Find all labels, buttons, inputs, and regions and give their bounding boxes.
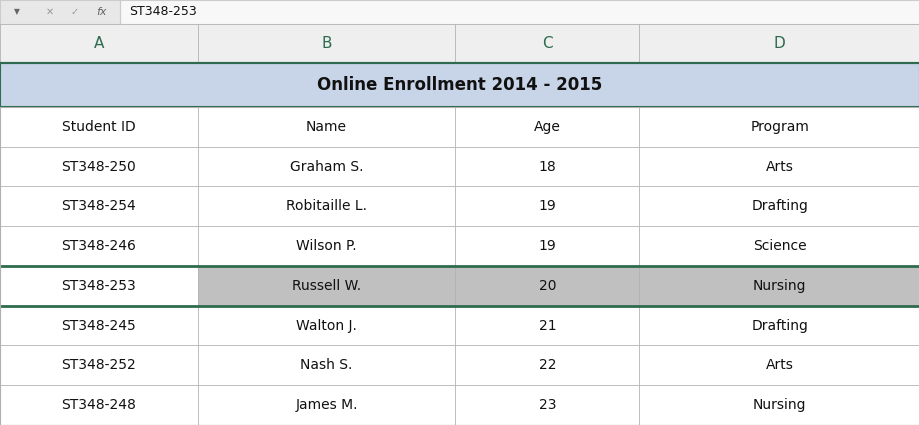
Text: Robitaille L.: Robitaille L. (286, 199, 367, 213)
Text: Student ID: Student ID (62, 120, 136, 134)
Bar (0, 107, 919, 425)
Text: B: B (321, 36, 332, 51)
Bar (455, 226, 639, 266)
Text: Russell W.: Russell W. (291, 279, 361, 293)
Bar (639, 306, 919, 346)
Text: Arts: Arts (765, 358, 793, 372)
Text: C: C (541, 36, 552, 51)
Text: ✓: ✓ (71, 7, 79, 17)
Bar (198, 107, 455, 147)
Bar (198, 226, 455, 266)
Bar (0, 306, 198, 346)
Bar (455, 147, 639, 187)
Text: Drafting: Drafting (751, 199, 807, 213)
Bar (0, 24, 198, 62)
Bar (639, 226, 919, 266)
Bar (0, 266, 198, 306)
Text: 18: 18 (538, 159, 556, 173)
Text: ST348-254: ST348-254 (62, 199, 136, 213)
Bar (198, 187, 455, 226)
Text: ✕: ✕ (46, 7, 54, 17)
Bar (455, 346, 639, 385)
Bar (639, 385, 919, 425)
Text: Drafting: Drafting (751, 319, 807, 333)
Text: ST348-250: ST348-250 (62, 159, 136, 173)
Text: Name: Name (306, 120, 346, 134)
Bar (0, 226, 198, 266)
Bar (455, 385, 639, 425)
Text: ST348-253: ST348-253 (62, 279, 136, 293)
Text: 22: 22 (538, 358, 556, 372)
Bar (639, 107, 919, 147)
Bar (0, 107, 919, 147)
Text: fx: fx (96, 7, 107, 17)
Text: 19: 19 (538, 239, 556, 253)
Bar (0, 385, 198, 425)
Text: Age: Age (533, 120, 561, 134)
Text: James M.: James M. (295, 398, 357, 412)
Bar (639, 187, 919, 226)
Bar (0, 346, 198, 385)
Bar (0, 147, 198, 187)
Text: ST348-246: ST348-246 (62, 239, 136, 253)
Bar (639, 24, 919, 62)
Text: 21: 21 (538, 319, 556, 333)
Bar (0, 24, 919, 62)
Bar (198, 24, 455, 62)
Bar (198, 147, 455, 187)
Bar (0, 0, 919, 24)
Text: D: D (773, 36, 785, 51)
Text: Nash S.: Nash S. (301, 358, 352, 372)
Bar (455, 306, 639, 346)
Bar (0, 187, 198, 226)
Text: Online Enrollment 2014 - 2015: Online Enrollment 2014 - 2015 (317, 76, 602, 94)
Bar (455, 266, 639, 306)
Text: 20: 20 (538, 279, 556, 293)
Bar (0, 62, 919, 107)
Text: ST348-252: ST348-252 (62, 358, 136, 372)
Bar (455, 187, 639, 226)
Text: ST348-248: ST348-248 (62, 398, 136, 412)
Bar (198, 385, 455, 425)
Bar (198, 306, 455, 346)
Text: Science: Science (752, 239, 806, 253)
Text: Nursing: Nursing (752, 279, 806, 293)
Bar (455, 24, 639, 62)
Text: 23: 23 (538, 398, 556, 412)
Bar (198, 346, 455, 385)
Text: Program: Program (750, 120, 808, 134)
Text: Nursing: Nursing (752, 398, 806, 412)
Text: 19: 19 (538, 199, 556, 213)
Text: ▼: ▼ (14, 8, 19, 17)
Bar (0, 107, 198, 147)
Text: Arts: Arts (765, 159, 793, 173)
Text: Wilson P.: Wilson P. (296, 239, 357, 253)
Text: Walton J.: Walton J. (296, 319, 357, 333)
Bar (639, 147, 919, 187)
Bar (198, 266, 455, 306)
Text: A: A (94, 36, 104, 51)
Bar (639, 266, 919, 306)
Text: ST348-253: ST348-253 (129, 6, 197, 18)
Bar (0, 0, 119, 24)
Bar (639, 346, 919, 385)
Text: Graham S.: Graham S. (289, 159, 363, 173)
Bar (455, 107, 639, 147)
Text: ST348-245: ST348-245 (62, 319, 136, 333)
